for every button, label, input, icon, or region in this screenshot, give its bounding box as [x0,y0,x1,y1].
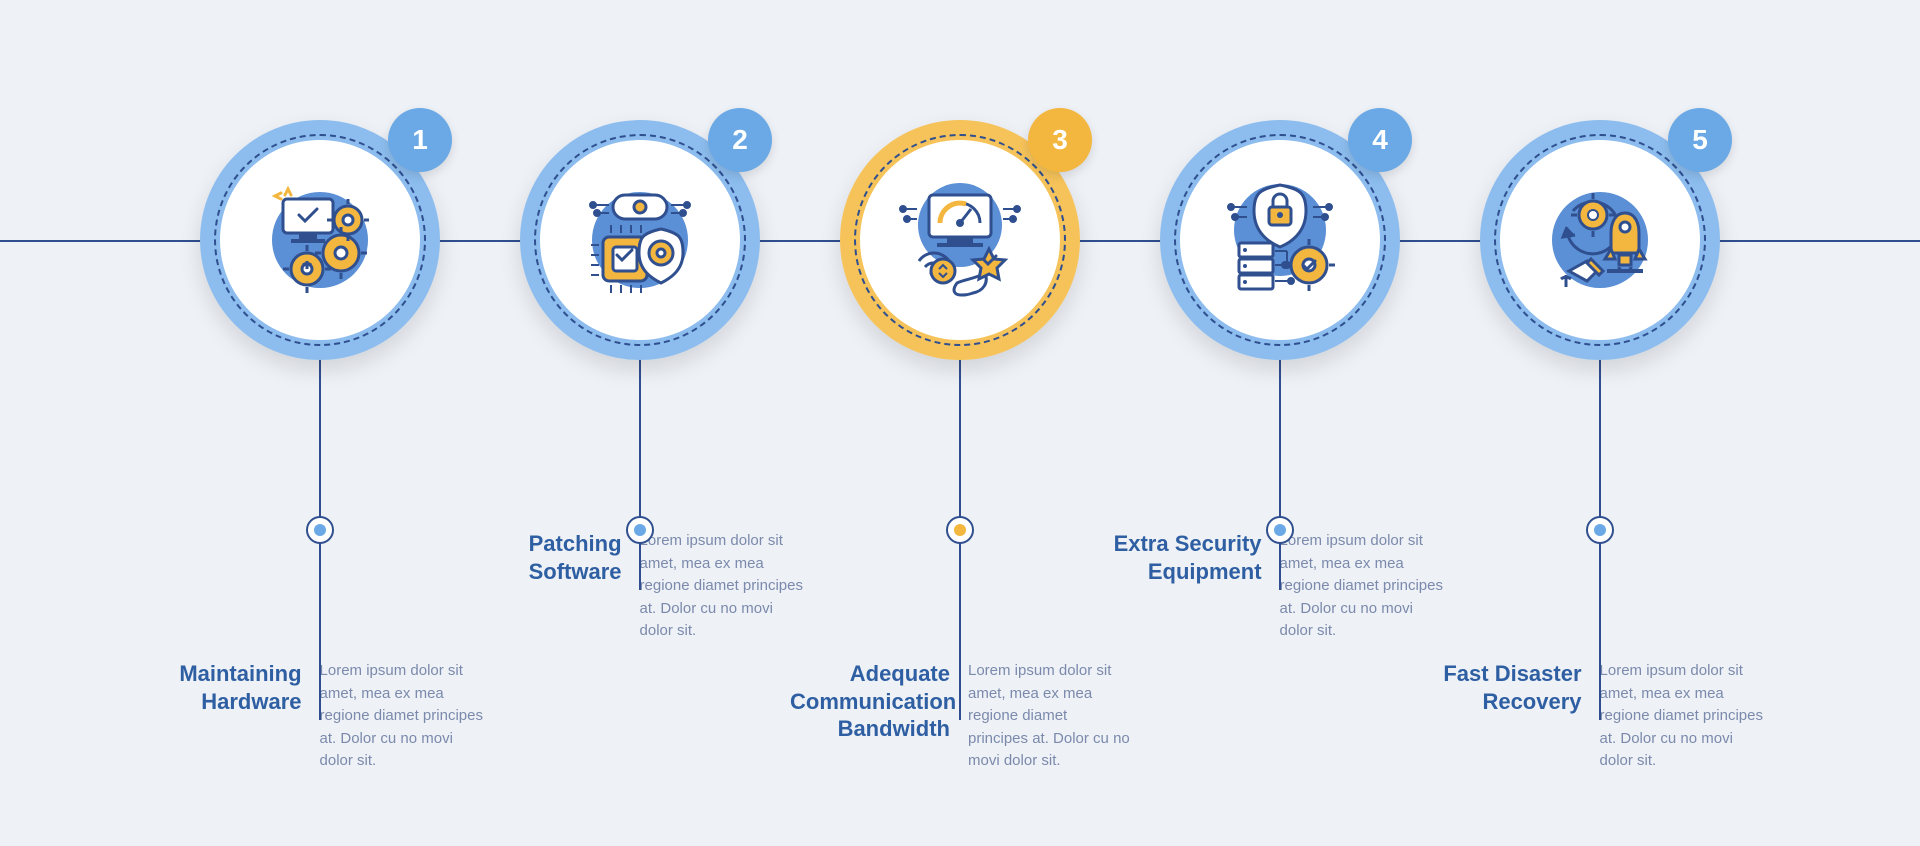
connector-dot [1266,516,1294,544]
step-number: 4 [1372,124,1388,156]
step-number-badge: 2 [708,108,772,172]
item-title: Patching Software [470,530,622,643]
connector-dot [626,516,654,544]
connector-stem [1279,360,1281,590]
step-number-badge: 5 [1668,108,1732,172]
items-row: 1Maintaining HardwareLorem ipsum dolor s… [0,120,1920,360]
bandwidth-icon [885,165,1035,315]
item-body: Lorem ipsum dolor sit amet, mea ex mea r… [1280,530,1450,643]
item-body: Lorem ipsum dolor sit amet, mea ex mea r… [640,530,810,643]
connector-dot [1586,516,1614,544]
connector-dot [946,516,974,544]
step-number: 1 [412,124,428,156]
item-body: Lorem ipsum dolor sit amet, mea ex mea r… [320,660,490,773]
infographic-item: 3Adequate Communication BandwidthLorem i… [840,120,1080,360]
step-number-badge: 1 [388,108,452,172]
item-title: Adequate Communication Bandwidth [790,660,950,773]
recovery-icon [1525,165,1675,315]
infographic-stage: 1Maintaining HardwareLorem ipsum dolor s… [0,0,1920,846]
infographic-item: 1Maintaining HardwareLorem ipsum dolor s… [200,120,440,360]
item-body: Lorem ipsum dolor sit amet, mea ex mea r… [968,660,1130,773]
step-number-badge: 3 [1028,108,1092,172]
infographic-item: 4Extra Security EquipmentLorem ipsum dol… [1160,120,1400,360]
infographic-item: 2Patching SoftwareLorem ipsum dolor sit … [520,120,760,360]
step-number-badge: 4 [1348,108,1412,172]
item-title: Extra Security Equipment [1110,530,1262,643]
item-title: Fast Disaster Recovery [1430,660,1582,773]
connector-stem [639,360,641,590]
step-number: 3 [1052,124,1068,156]
infographic-item: 5Fast Disaster RecoveryLorem ipsum dolor… [1480,120,1720,360]
item-title: Maintaining Hardware [150,660,302,773]
security-icon [1205,165,1355,315]
step-number: 2 [732,124,748,156]
connector-dot [306,516,334,544]
hardware-icon [245,165,395,315]
step-number: 5 [1692,124,1708,156]
item-body: Lorem ipsum dolor sit amet, mea ex mea r… [1600,660,1770,773]
software-icon [565,165,715,315]
